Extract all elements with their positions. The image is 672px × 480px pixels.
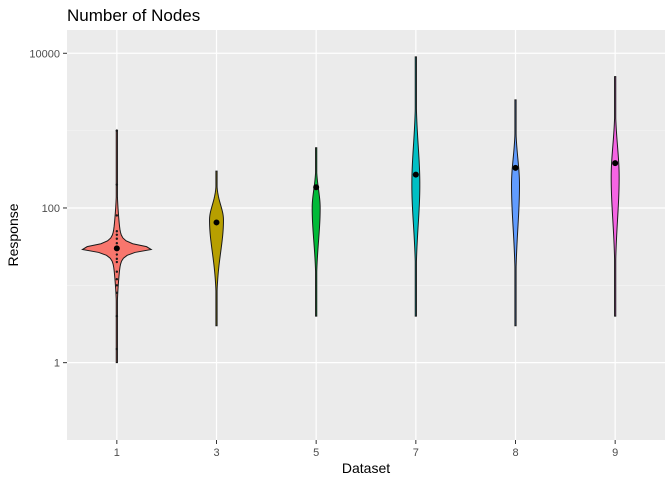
x-tick-label: 5 (313, 447, 319, 459)
x-axis-ticks: 1 3 5 7 8 9 (114, 440, 618, 459)
outlier-point (115, 347, 119, 351)
x-tick-label: 1 (114, 447, 120, 459)
outlier-point (115, 237, 119, 240)
outlier-point (115, 214, 119, 217)
mean-point-9 (612, 160, 619, 167)
outlier-point (115, 233, 119, 236)
violin-7 (411, 56, 421, 317)
outlier-point (115, 314, 119, 318)
y-tick-label: 10000 (29, 48, 60, 60)
outlier-point (115, 129, 119, 132)
x-tick-label: 8 (512, 447, 518, 459)
outlier-point (115, 277, 119, 281)
mean-point-1 (113, 245, 120, 252)
outlier-point (115, 270, 119, 273)
violin-5 (311, 147, 321, 317)
outlier-point (115, 183, 119, 186)
plot-panel (67, 30, 665, 440)
outlier-point (115, 291, 119, 295)
outlier-point (115, 257, 119, 261)
mean-point-3 (213, 219, 220, 226)
mean-point-5 (313, 184, 320, 191)
chart-title: Number of Nodes (67, 6, 200, 25)
violin-9 (610, 76, 620, 317)
x-tick-label: 3 (213, 447, 219, 459)
x-tick-label: 9 (612, 447, 618, 459)
outlier-point (115, 242, 119, 245)
violin-3 (209, 170, 224, 327)
violins (81, 56, 620, 364)
y-axis-title: Response (5, 203, 21, 266)
outlier-point (115, 260, 119, 264)
mean-point-7 (412, 171, 419, 178)
x-axis-title: Dataset (342, 460, 390, 476)
y-tick-label: 100 (42, 203, 60, 215)
violin-8 (511, 99, 520, 327)
outlier-point (115, 284, 119, 287)
y-axis-ticks: 1 100 10000 (29, 48, 67, 370)
x-tick-label: 7 (413, 447, 419, 459)
y-tick-label: 1 (54, 358, 60, 370)
outlier-point (115, 230, 119, 233)
mean-point-8 (512, 164, 519, 171)
outlier-point (115, 253, 119, 256)
